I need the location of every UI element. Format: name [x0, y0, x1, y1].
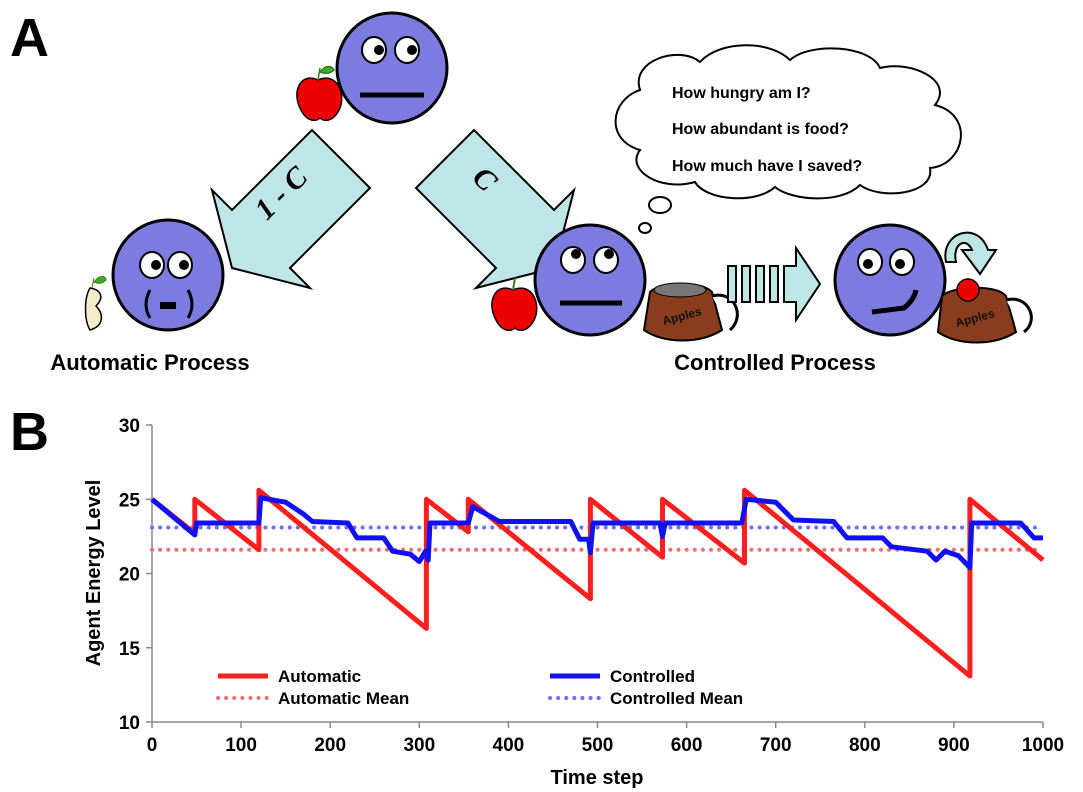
curved-arrow	[944, 231, 998, 276]
stripe	[741, 265, 751, 303]
panel-label: B	[10, 402, 49, 462]
panel-b: B Time step Agent Energy Level 10 15 20 25 3…	[10, 402, 1064, 789]
x-tick-label: 900	[938, 735, 970, 756]
x-tick-label: 800	[849, 735, 881, 756]
thought-text: How hungry am I?	[672, 85, 811, 102]
stripe	[755, 265, 765, 303]
pupil	[895, 259, 905, 269]
panel-a: A 1 - C C Automatic Process Apples	[10, 8, 1033, 375]
face	[533, 223, 647, 337]
legend-label: Controlled	[610, 667, 695, 686]
x-tick-label: 400	[493, 735, 525, 756]
thought-cloud: How hungry am I? How abundant is food? H…	[614, 44, 962, 234]
legend-label: Automatic	[278, 667, 361, 686]
pupil	[863, 259, 873, 269]
series-line	[150, 487, 1045, 679]
pupil	[407, 45, 417, 55]
cheeks	[144, 289, 194, 319]
apple-stem	[91, 276, 107, 289]
pupil	[374, 45, 384, 55]
panel-label: A	[10, 8, 49, 68]
thought-text: How much have I saved?	[672, 158, 862, 175]
face	[111, 218, 225, 332]
pupil	[179, 260, 189, 270]
legend-label: Controlled Mean	[610, 689, 743, 708]
y-tick-label: 30	[119, 416, 140, 437]
apple	[491, 287, 538, 332]
caption: Controlled Process	[674, 350, 876, 375]
x-tick-label: 0	[147, 735, 158, 756]
x-tick-label: 500	[582, 735, 614, 756]
x-tick-label: 200	[314, 735, 346, 756]
face	[833, 223, 947, 337]
caption: Automatic Process	[50, 350, 249, 375]
pupil	[604, 249, 614, 259]
apple-core	[84, 287, 103, 331]
apple	[296, 77, 343, 122]
bubble	[638, 222, 652, 234]
mouth	[871, 289, 919, 315]
apple	[956, 278, 980, 302]
y-tick-label: 15	[119, 639, 141, 660]
cloud	[614, 44, 962, 200]
bag-handle	[711, 293, 739, 332]
y-axis-label: Agent Energy Level	[83, 480, 105, 667]
x-tick-label: 100	[225, 735, 257, 756]
arrow-left	[210, 128, 372, 290]
bubble	[648, 196, 672, 214]
face	[335, 11, 449, 125]
x-tick-label: 700	[760, 735, 792, 756]
bag-top	[653, 282, 707, 298]
mouth	[160, 302, 176, 309]
series-line	[150, 495, 1043, 571]
y-tick-label: 20	[119, 565, 140, 586]
legend-label: Automatic Mean	[278, 689, 409, 708]
x-tick-label: 1000	[1022, 735, 1064, 756]
y-tick-label: 25	[119, 490, 141, 511]
thought-text: How abundant is food?	[672, 121, 849, 138]
bag-handle	[1005, 297, 1033, 334]
stripe	[769, 265, 779, 303]
x-tick-label: 300	[403, 735, 435, 756]
apple-stem	[317, 65, 335, 81]
x-tick-label: 600	[671, 735, 703, 756]
arrow-head	[783, 244, 822, 324]
striped-arrow	[727, 244, 822, 324]
stripe	[727, 265, 737, 303]
y-tick-label: 10	[119, 713, 140, 734]
apple-stem	[512, 277, 516, 291]
pupil	[151, 260, 161, 270]
pupil	[571, 249, 581, 259]
x-axis-label: Time step	[551, 767, 644, 789]
